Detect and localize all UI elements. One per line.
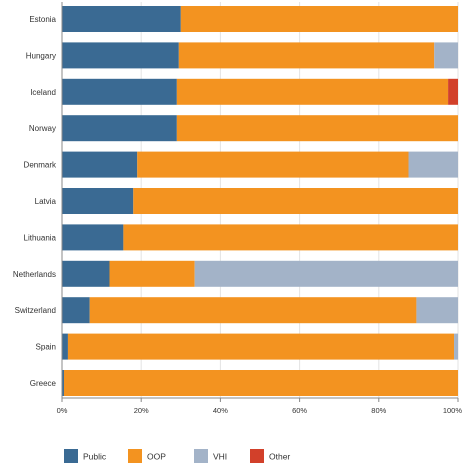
bar-segment-public — [62, 188, 134, 214]
bar-segment-public — [62, 370, 64, 396]
bar-segment-public — [62, 297, 90, 324]
bar-segment-public — [62, 224, 124, 251]
bar-segment-public — [62, 115, 177, 142]
bar-segment-vhi — [416, 297, 458, 324]
bar-segment-oop — [89, 297, 417, 324]
bar-segment-oop — [133, 188, 458, 214]
category-label: Netherlands — [13, 270, 56, 279]
category-label: Latvia — [35, 197, 57, 206]
bar-segment-oop — [109, 260, 195, 287]
category-label: Norway — [29, 124, 56, 133]
bar-segment-oop — [180, 6, 459, 32]
x-tick-label: 80% — [371, 406, 386, 415]
x-tick-label: 0% — [57, 406, 68, 415]
bar-segment-vhi — [408, 151, 458, 178]
legend-label-public: Public — [83, 452, 107, 462]
legend-label-other: Other — [269, 452, 290, 462]
bar-segment-oop — [123, 224, 458, 251]
legend: Public OOP VHI Other — [64, 449, 290, 463]
bar-segment-oop — [137, 151, 409, 178]
bar-segment-vhi — [194, 260, 458, 287]
category-label: Greece — [30, 379, 57, 388]
bar-segment-vhi — [454, 333, 458, 360]
legend-label-vhi: VHI — [213, 452, 227, 462]
category-label: Estonia — [29, 15, 56, 24]
bars — [62, 6, 459, 396]
bar-segment-public — [62, 333, 68, 360]
x-tick-label: 40% — [213, 406, 228, 415]
category-label: Lithuania — [24, 233, 57, 242]
bar-segment-public — [62, 151, 138, 178]
legend-swatch-vhi — [194, 449, 208, 463]
category-label: Hungary — [26, 51, 56, 60]
bar-segment-vhi — [434, 42, 458, 69]
category-label: Iceland — [30, 88, 56, 97]
bar-segment-public — [62, 6, 181, 32]
category-label: Spain — [36, 343, 56, 352]
x-tick-labels: 0% 20% 40% 60% 80% 100% — [57, 406, 463, 415]
x-tick-label: 20% — [134, 406, 149, 415]
category-label: Denmark — [24, 161, 57, 170]
legend-swatch-other — [250, 449, 264, 463]
bar-segment-public — [62, 78, 177, 105]
bar-segment-oop — [178, 42, 435, 69]
legend-swatch-public — [64, 449, 78, 463]
bar-segment-oop — [176, 115, 458, 142]
legend-label-oop: OOP — [147, 452, 166, 462]
bar-segment-oop — [176, 78, 449, 105]
x-tick-label: 60% — [292, 406, 307, 415]
legend-swatch-oop — [128, 449, 142, 463]
bar-segment-oop — [67, 333, 455, 360]
x-axis — [61, 2, 459, 402]
category-labels: Estonia Hungary Iceland Norway Denmark Latvia… — [13, 15, 57, 388]
category-label: Switzerland — [15, 306, 56, 315]
bar-segment-oop — [63, 370, 458, 396]
bar-segment-other — [448, 78, 458, 105]
x-tick-label: 100% — [443, 406, 463, 415]
bar-segment-public — [62, 260, 110, 287]
bar-segment-public — [62, 42, 179, 69]
